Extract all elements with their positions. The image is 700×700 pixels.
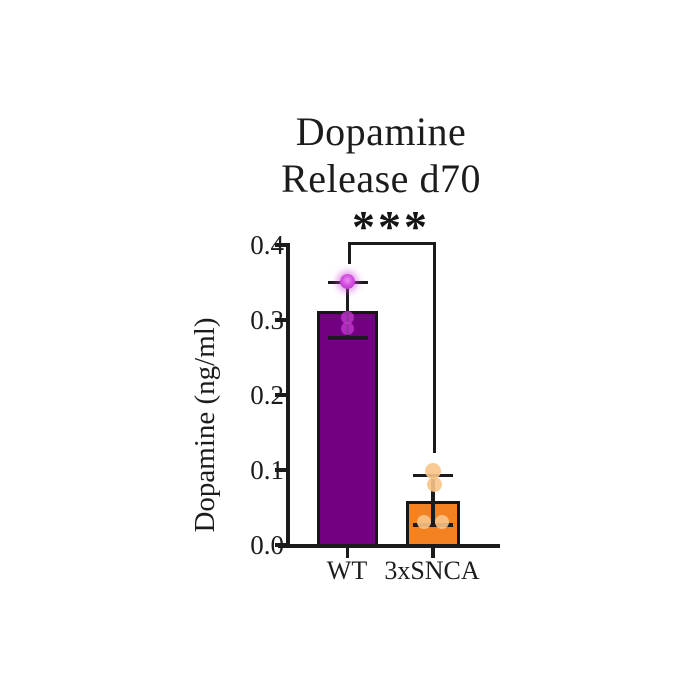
data-point-wt (341, 311, 354, 325)
sig-bracket-top (347, 242, 436, 245)
y-tick-label: 0.4 (250, 230, 284, 260)
y-tick-label: 0.2 (250, 380, 284, 410)
chart-title-line2: Release d70 (281, 156, 481, 201)
y-tick (275, 468, 286, 472)
y-tick-label: 0.3 (250, 305, 284, 335)
error-bar-cap-low-3xsnca (413, 523, 453, 527)
data-point-3xsnca (416, 514, 432, 529)
chart-title: Dopamine Release d70 (240, 108, 522, 202)
sig-bracket-left-drop (347, 242, 351, 264)
data-point-3xsnca (425, 462, 441, 479)
error-bar-line-3xsnca (431, 475, 435, 525)
sig-bracket-right-drop (433, 242, 436, 453)
error-bar-cap-low-wt (327, 336, 368, 340)
y-tick-label: 0.1 (250, 455, 284, 485)
x-tick-label-wt: WT (326, 556, 368, 585)
y-tick (275, 243, 286, 247)
y-tick (275, 318, 286, 322)
y-tick (275, 393, 286, 397)
data-point-3xsnca (426, 476, 442, 492)
x-tick-3xsnca (431, 547, 435, 558)
error-bar-line-wt (345, 282, 350, 338)
bar-wt (317, 311, 378, 548)
data-point-3xsnca (434, 514, 450, 529)
x-axis-line (278, 543, 500, 548)
data-point-wt (340, 273, 355, 289)
y-axis-line (286, 243, 290, 548)
data-point-wt (341, 321, 354, 335)
chart-title-line1: Dopamine (295, 109, 467, 154)
x-tick-label-3xsnca: 3xSNCA (384, 556, 480, 585)
y-tick (275, 543, 286, 547)
x-tick-wt (345, 547, 350, 558)
y-tick-label: 0.0 (250, 530, 284, 560)
